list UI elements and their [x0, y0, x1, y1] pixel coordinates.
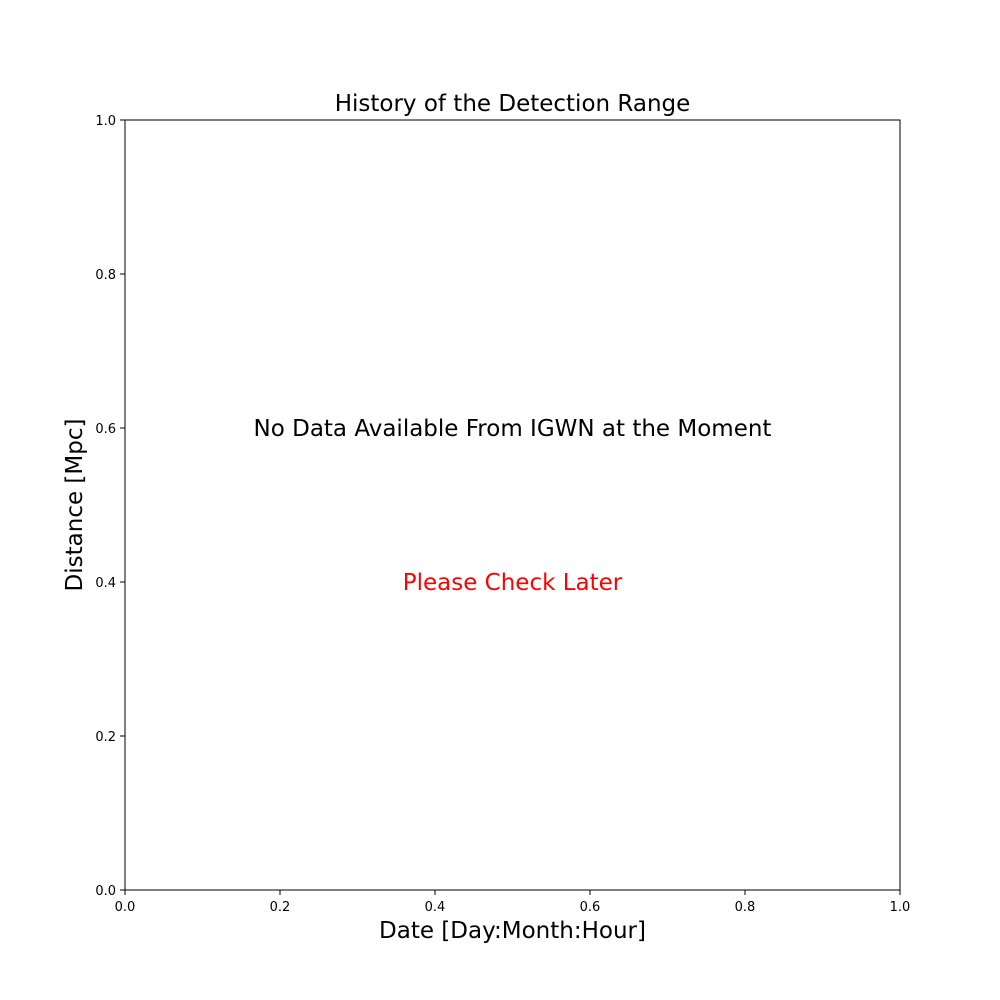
y-tick-label: 0.4 — [95, 576, 116, 591]
y-axis-label: Distance [Mpc] — [62, 419, 88, 592]
x-axis-label: Date [Day:Month:Hour] — [379, 918, 646, 944]
y-tick-label: 0.2 — [95, 730, 116, 745]
no-data-message: No Data Available From IGWN at the Momen… — [254, 416, 772, 442]
y-tick-label: 1.0 — [95, 114, 116, 129]
chart-title: History of the Detection Range — [335, 91, 691, 117]
x-tick-label: 0.0 — [115, 900, 136, 915]
y-tick-label: 0.8 — [95, 268, 116, 283]
annotation-layer: No Data Available From IGWN at the Momen… — [254, 416, 772, 596]
plot-area-frame — [124, 119, 901, 891]
check-later-message: Please Check Later — [403, 570, 623, 596]
x-tick-label: 0.4 — [425, 900, 446, 915]
x-tick-label: 1.0 — [890, 900, 911, 915]
y-tick-label: 0.6 — [95, 422, 116, 437]
x-tick-label: 0.6 — [580, 900, 601, 915]
y-axis-ticks: 0.0 0.2 0.4 0.6 0.8 1.0 — [95, 114, 125, 899]
y-tick-label: 0.0 — [95, 884, 116, 899]
x-tick-label: 0.2 — [270, 900, 291, 915]
x-tick-label: 0.8 — [735, 900, 756, 915]
x-axis-ticks: 0.0 0.2 0.4 0.6 0.8 1.0 — [115, 890, 911, 915]
